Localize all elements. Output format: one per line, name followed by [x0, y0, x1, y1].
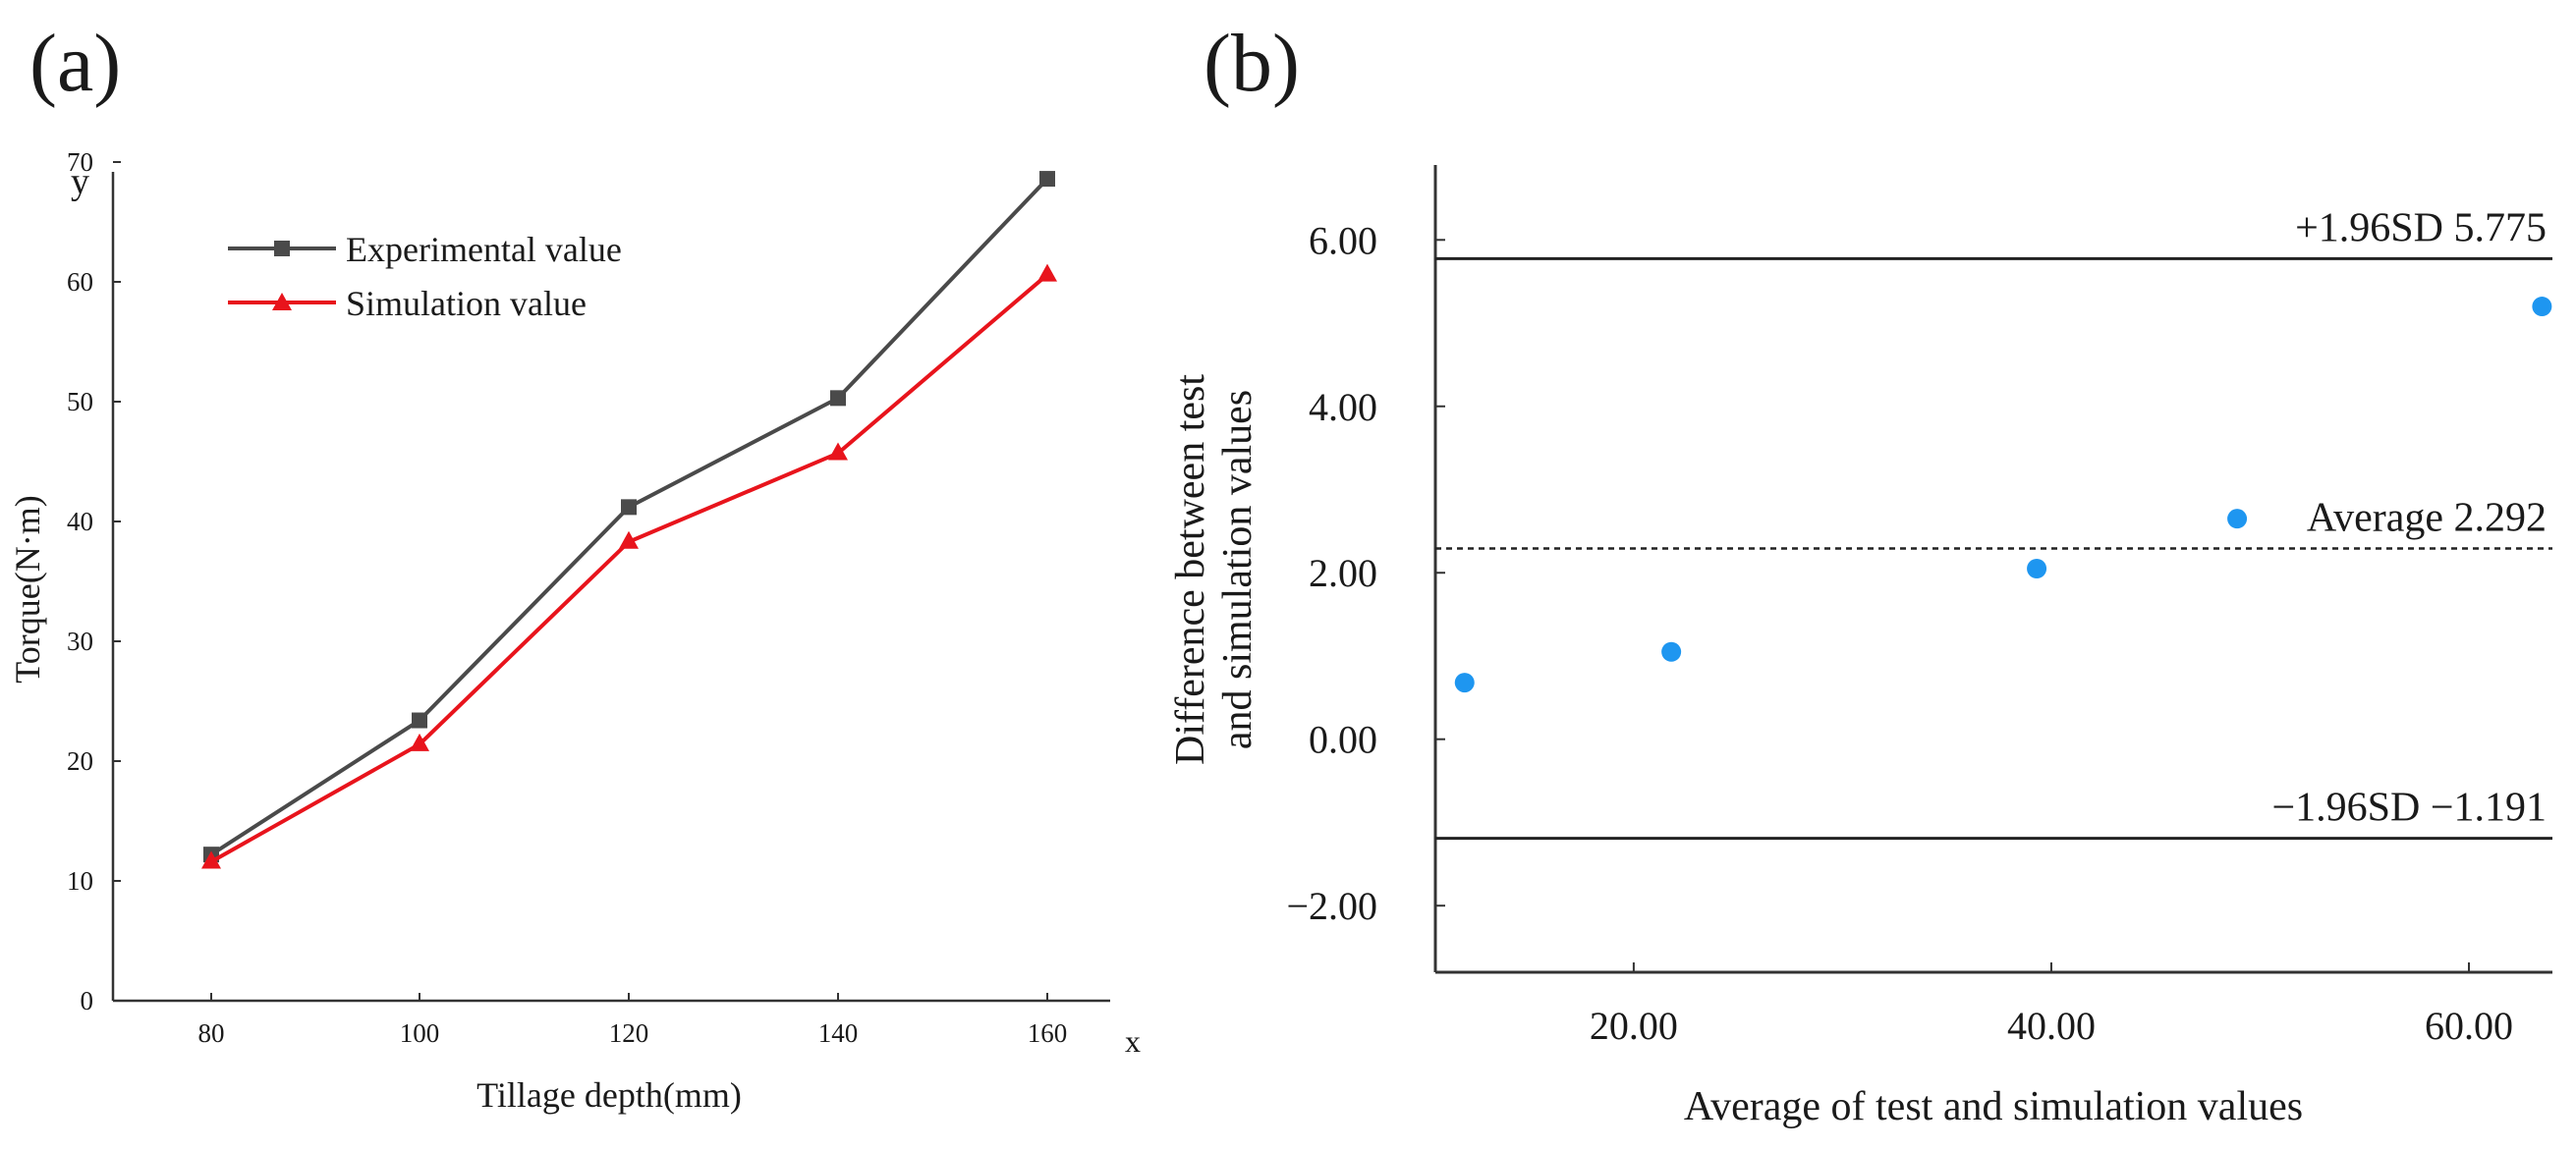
legend-marker-experimental	[274, 241, 290, 256]
reference-label-average: Average 2.292	[2307, 495, 2547, 540]
series-line-experimental	[209, 177, 1049, 856]
y-tick-label-b: 4.00	[1309, 385, 1377, 429]
points-b	[1454, 297, 2552, 693]
x-axis-title-a: Tillage depth(mm)	[476, 1075, 742, 1115]
y-tick-label-a: 60	[67, 267, 93, 297]
data-point-experimental	[1039, 171, 1055, 188]
scatter-point	[1661, 641, 1682, 662]
chart-b: (b) −2.00 0.00 2.00 4.00 6.00 20.00 40.00 60.0…	[1168, 18, 2552, 1129]
x-tick-label-a: 80	[198, 1018, 225, 1048]
y-axis-title-b-line1: Difference between test	[1168, 374, 1213, 765]
y-tick-label-a: 10	[67, 866, 93, 896]
legend-item-experimental: Experimental value	[228, 230, 622, 269]
y-tick-label-b: 2.00	[1309, 551, 1377, 595]
x-tick-label-a: 100	[400, 1018, 440, 1048]
y-axis-title-b-line2: and simulation values	[1215, 390, 1260, 749]
x-tick-label-a: 120	[609, 1018, 649, 1048]
reference-lines-b: +1.96SD 5.775 Average 2.292 −1.96SD −1.191	[1435, 205, 2552, 841]
y-axis-letter-a: y	[71, 161, 89, 202]
legend-item-simulation: Simulation value	[228, 284, 587, 323]
x-tick-label-b: 60.00	[2425, 1004, 2513, 1048]
chart-a: (a) y x 0 10 20 30 40 50 60 70 80 100 120 140 160 T…	[8, 18, 1141, 1115]
y-tick-label-a: 0	[81, 986, 94, 1015]
data-point-experimental	[830, 390, 846, 407]
reference-label-lower-limit: −1.96SD −1.191	[2271, 786, 2547, 831]
data-point-experimental	[621, 499, 637, 516]
data-point-simulation	[619, 530, 639, 549]
y-tick-label-a: 20	[67, 746, 93, 776]
data-point-simulation	[410, 733, 429, 751]
x-tick-label-a: 160	[1028, 1018, 1068, 1048]
series-a	[201, 171, 1057, 869]
x-axis-letter-a: x	[1125, 1023, 1141, 1059]
scatter-point	[2227, 509, 2248, 529]
x-tick-label-b: 40.00	[2007, 1004, 2096, 1048]
y-axis-title-b: Difference between test and simulation v…	[1168, 374, 1260, 765]
y-ticks-a: 0 10 20 30 40 50 60 70	[67, 147, 121, 1015]
scatter-point	[1454, 673, 1475, 693]
x-ticks-a: 80 100 120 140 160	[198, 993, 1068, 1048]
scatter-point	[2027, 559, 2047, 578]
data-point-experimental	[412, 712, 427, 729]
data-point-simulation	[201, 850, 221, 869]
y-tick-label-a: 70	[67, 147, 93, 177]
legend-label-experimental: Experimental value	[346, 230, 622, 269]
y-tick-label-a: 30	[67, 627, 93, 656]
panel-label-b: (b)	[1204, 18, 1300, 109]
legend-marker-simulation	[272, 293, 292, 310]
data-point-simulation	[828, 442, 848, 461]
x-tick-label-b: 20.00	[1590, 1004, 1678, 1048]
y-tick-label-a: 40	[67, 507, 93, 536]
legend-a: Experimental value Simulation value	[228, 230, 622, 323]
data-point-simulation	[1037, 263, 1057, 282]
y-tick-label-b: 6.00	[1309, 218, 1377, 262]
x-axis-title-b: Average of test and simulation values	[1684, 1084, 2303, 1129]
y-tick-label-b: −2.00	[1286, 884, 1377, 928]
y-axis-title-a: Torque(N·m)	[8, 495, 47, 683]
x-ticks-b: 20.00 40.00 60.00	[1590, 962, 2513, 1048]
y-tick-label-a: 50	[67, 387, 93, 416]
y-ticks-b: −2.00 0.00 2.00 4.00 6.00	[1286, 218, 1445, 928]
y-tick-label-b: 0.00	[1309, 718, 1377, 762]
reference-label-upper-limit: +1.96SD 5.775	[2295, 205, 2547, 250]
x-tick-label-a: 140	[818, 1018, 859, 1048]
scatter-point	[2532, 297, 2552, 317]
panel-label-a: (a)	[29, 18, 121, 109]
legend-label-simulation: Simulation value	[346, 284, 587, 323]
